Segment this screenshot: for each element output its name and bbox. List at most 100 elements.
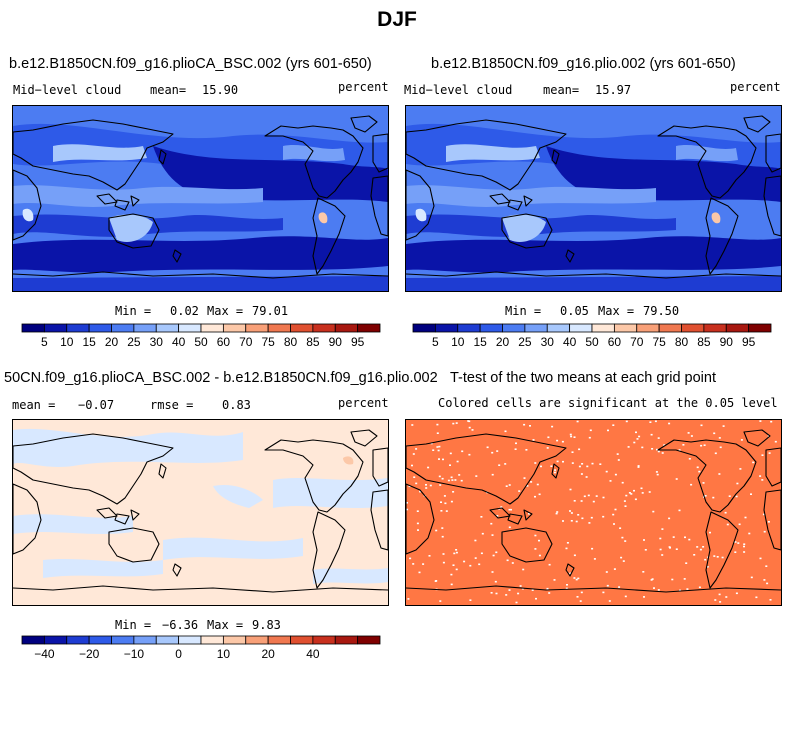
colorbar-label: 60 <box>608 335 622 349</box>
colorbar-swatch <box>681 323 705 333</box>
colorbar-label: 20 <box>261 647 275 661</box>
colorbar-control: 5 10 15 20 25 30 40 50 60 70 75 80 85 90 95 <box>412 323 772 352</box>
colorbar-swatch <box>334 323 359 333</box>
panel-control-max-label: Max = <box>598 304 635 318</box>
colorbar-swatch <box>222 635 247 645</box>
panel-test-max-value: 79.01 <box>252 304 289 318</box>
coastlines <box>406 429 781 593</box>
colorbar-difference: −40 −20 −10 0 10 20 40 <box>21 635 381 666</box>
colorbar-swatch <box>88 635 112 645</box>
colorbar-label: 15 <box>82 335 96 349</box>
colorbar-swatch <box>133 635 157 645</box>
colorbar-label: 25 <box>518 335 532 349</box>
coastlines <box>406 115 781 279</box>
colorbar-label: 40 <box>563 335 577 349</box>
colorbar-test: 5 10 15 20 25 30 40 50 60 70 75 80 85 90 95 <box>21 323 381 352</box>
colorbar-label: −20 <box>79 647 100 661</box>
colorbar-label: 10 <box>451 335 465 349</box>
colorbar-swatch <box>591 323 615 333</box>
panel-difference-mean-value: −0.07 <box>78 398 115 412</box>
panel-difference-map <box>12 419 389 606</box>
panel-difference-mean-label: mean = <box>12 398 56 412</box>
colorbar-swatch <box>479 323 503 333</box>
colorbar-label: −40 <box>34 647 55 661</box>
panel-difference-max-label: Max = <box>207 618 244 632</box>
colorbar-label: 60 <box>217 335 231 349</box>
cloud-map-control <box>406 106 781 291</box>
colorbar-label: 5 <box>432 335 439 349</box>
colorbar-swatch <box>569 323 593 333</box>
panel-test-mean-label: mean= <box>150 83 187 97</box>
panel-difference-min-value: −6.36 <box>162 618 199 632</box>
panel-difference-units: percent <box>338 396 389 410</box>
colorbar-label: 70 <box>239 335 253 349</box>
colorbar-swatch <box>290 635 314 645</box>
colorbar-label: 75 <box>652 335 666 349</box>
colorbar-swatch <box>457 323 481 333</box>
colorbar-swatch <box>636 323 660 333</box>
colorbar-swatch <box>245 323 269 333</box>
colorbar-swatch <box>546 323 571 333</box>
colorbar-label: 40 <box>172 335 186 349</box>
panel-test-variable: Mid−level cloud <box>13 83 122 97</box>
colorbar-swatch <box>245 635 269 645</box>
panel-test-max-label: Max = <box>207 304 244 318</box>
colorbar-swatch <box>312 635 336 645</box>
panel-control-mean-label: mean= <box>543 83 580 97</box>
colorbar-swatch <box>222 323 247 333</box>
colorbar-label: 20 <box>105 335 119 349</box>
colorbar-label: 80 <box>675 335 689 349</box>
panel-difference-min-label: Min = <box>115 618 152 632</box>
panel-test-mean-value: 15.90 <box>202 83 239 97</box>
colorbar-swatch <box>66 323 90 333</box>
colorbar-swatch <box>66 635 90 645</box>
panel-control-units: percent <box>730 80 781 94</box>
colorbar-label: 90 <box>329 335 343 349</box>
colorbar-swatch <box>357 635 381 645</box>
colorbar-swatch <box>267 323 291 333</box>
colorbar-swatch <box>178 635 202 645</box>
colorbar-swatch <box>312 323 336 333</box>
colorbar-swatch <box>155 323 180 333</box>
colorbar-swatch <box>334 635 359 645</box>
panel-control-max-value: 79.50 <box>643 304 680 318</box>
ttest-map <box>406 420 781 605</box>
difference-map <box>13 420 388 605</box>
coastlines <box>13 115 388 279</box>
panel-difference-rmse-value: 0.83 <box>222 398 251 412</box>
colorbar-swatch <box>502 323 526 333</box>
colorbar-label: 80 <box>284 335 298 349</box>
cloud-map-test <box>13 106 388 291</box>
panel-difference-title: 50CN.f09_g16.plioCA_BSC.002 - b.e12.B185… <box>4 370 438 386</box>
colorbar-label: 50 <box>194 335 208 349</box>
colorbar-swatch <box>703 323 727 333</box>
panel-test-map <box>12 105 389 292</box>
colorbar-swatch <box>200 635 224 645</box>
colorbar-swatch <box>178 323 202 333</box>
colorbar-label: 0 <box>175 647 182 661</box>
colorbar-label: 25 <box>127 335 141 349</box>
colorbar-swatch <box>267 635 291 645</box>
colorbar-swatch <box>725 323 750 333</box>
figure-title: DJF <box>377 8 417 31</box>
colorbar-label: 95 <box>351 335 365 349</box>
colorbar-swatch <box>524 323 548 333</box>
panel-ttest-title: T-test of the two means at each grid poi… <box>450 370 716 386</box>
panel-test-min-label: Min = <box>115 304 152 318</box>
colorbar-swatch <box>88 323 112 333</box>
colorbar-label: −10 <box>124 647 145 661</box>
colorbar-label: 20 <box>496 335 510 349</box>
colorbar-swatch <box>155 635 180 645</box>
colorbar-label: 95 <box>742 335 756 349</box>
panel-control-min-value: 0.05 <box>560 304 589 318</box>
colorbar-label: 5 <box>41 335 48 349</box>
panel-ttest-map <box>405 419 782 606</box>
panel-difference-max-value: 9.83 <box>252 618 281 632</box>
panel-control-map <box>405 105 782 292</box>
colorbar-label: 30 <box>150 335 164 349</box>
colorbar-label: 10 <box>60 335 74 349</box>
colorbar-swatch <box>21 635 45 645</box>
panel-control-title: b.e12.B1850CN.f09_g16.plio.002 (yrs 601-… <box>431 56 736 72</box>
colorbar-label: 15 <box>473 335 487 349</box>
panel-difference-rmse-label: rmse = <box>150 398 194 412</box>
